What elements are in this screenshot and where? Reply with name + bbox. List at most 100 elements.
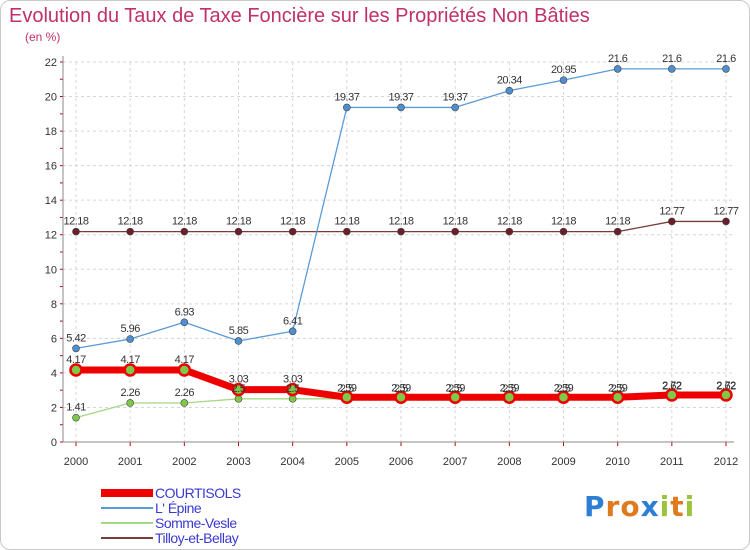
y-tick-label: 12 (45, 230, 57, 242)
data-label-l-epine: 19.37 (443, 91, 468, 103)
data-label-tilloy-et-bellay: 12.18 (172, 216, 197, 228)
data-label-tilloy-et-bellay: 12.18 (497, 216, 522, 228)
data-label-l-epine: 6.41 (283, 315, 303, 327)
data-label-l-epine: 21.6 (662, 53, 682, 65)
data-point-tilloy-et-bellay (126, 227, 134, 236)
y-tick-label: 14 (45, 195, 57, 207)
data-point-tilloy-et-bellay (288, 227, 297, 236)
data-point-tilloy-et-bellay (505, 227, 514, 236)
data-label-l-epine: 5.42 (66, 332, 86, 344)
data-point-somme-vesle (126, 399, 134, 407)
data-point-courtisols (448, 390, 462, 405)
data-label-somme-vesle: 2.5 (557, 383, 571, 395)
chart-title: Evolution du Taux de Taxe Foncière sur l… (9, 5, 590, 27)
x-tick-label: 2012 (714, 456, 738, 468)
y-tick-label: 22 (45, 57, 57, 69)
data-label-courtisols: 3.03 (283, 374, 303, 386)
data-label-somme-vesle: 2.26 (120, 387, 140, 399)
data-label-courtisols: 4.17 (66, 354, 86, 366)
data-point-somme-vesle (180, 399, 189, 407)
y-unit-label: (en %) (25, 30, 61, 44)
logo-letter: o (620, 490, 641, 523)
data-label-tilloy-et-bellay: 12.18 (605, 216, 630, 228)
data-point-l-epine (397, 103, 405, 112)
data-label-l-epine: 21.6 (608, 53, 628, 65)
data-label-somme-vesle: 2.5 (448, 383, 462, 395)
data-point-courtisols (285, 382, 300, 397)
data-point-l-epine (451, 103, 459, 112)
data-label-tilloy-et-bellay: 12.77 (713, 205, 738, 217)
x-tick-label: 2002 (172, 456, 196, 468)
logo-letter: i (659, 490, 671, 523)
line-chart: 0 2 4 6 8 10 12 14 16 18 20 22 2000 2001 2002 2003 2004 2… (45, 53, 740, 468)
legend-swatch (101, 522, 153, 524)
data-point-courtisols (610, 390, 625, 405)
logo-letter: r (605, 490, 621, 523)
data-label-l-epine: 20.95 (551, 64, 576, 76)
logo-letter: x (640, 490, 660, 523)
data-label-somme-vesle: 2.5 (502, 383, 516, 395)
data-label-tilloy-et-bellay: 12.18 (551, 216, 576, 228)
data-label-somme-vesle: 2.62 (662, 381, 682, 393)
data-label-courtisols: 2.59 (554, 382, 574, 394)
data-point-tilloy-et-bellay (397, 227, 405, 236)
data-point-courtisols (665, 388, 679, 402)
y-tick-label: 16 (45, 161, 57, 173)
data-point-tilloy-et-bellay (180, 227, 189, 236)
y-tick-label: 2 (51, 402, 57, 414)
x-tick-label: 2000 (64, 456, 88, 468)
data-label-courtisols: 2.72 (716, 380, 736, 392)
data-label-tilloy-et-bellay: 12.18 (118, 216, 143, 228)
data-point-tilloy-et-bellay (72, 227, 80, 236)
logo-letter: P (584, 490, 606, 523)
data-label-courtisols: 2.59 (500, 382, 520, 394)
data-label-l-epine: 19.37 (334, 91, 359, 103)
logo-letter: i (684, 490, 696, 523)
x-tick-label: 2006 (389, 456, 413, 468)
data-label-courtisols: 2.59 (391, 382, 411, 394)
data-label-courtisols: 4.17 (175, 354, 195, 366)
data-point-l-epine (180, 318, 189, 327)
legend-label: Tilloy-et-Bellay (155, 530, 239, 546)
data-point-tilloy-et-bellay (343, 227, 351, 236)
data-label-courtisols: 2.59 (337, 382, 357, 394)
data-point-l-epine (126, 335, 134, 343)
data-point-courtisols (502, 390, 517, 405)
data-point-l-epine (559, 76, 568, 84)
data-point-tilloy-et-bellay (722, 217, 730, 226)
legend-swatch (101, 507, 153, 509)
data-label-somme-vesle: 2.62 (716, 381, 736, 393)
data-point-courtisols (556, 390, 571, 405)
data-point-courtisols (69, 363, 83, 377)
x-tick-label: 2008 (497, 456, 521, 468)
y-tick-label: 6 (51, 333, 57, 345)
data-point-l-epine (288, 327, 297, 336)
logo-letter: t (670, 490, 685, 523)
data-point-tilloy-et-bellay (451, 227, 459, 236)
data-point-courtisols (719, 388, 733, 402)
data-label-courtisols: 3.03 (229, 374, 249, 386)
data-label-tilloy-et-bellay: 12.77 (659, 205, 684, 217)
y-tick-label: 18 (45, 126, 57, 138)
data-point-tilloy-et-bellay (613, 227, 622, 236)
data-point-tilloy-et-bellay (234, 227, 243, 236)
data-label-somme-vesle: 2.5 (611, 383, 625, 395)
data-label-courtisols: 2.59 (445, 382, 465, 394)
data-point-somme-vesle (72, 413, 80, 422)
data-label-tilloy-et-bellay: 12.18 (226, 216, 251, 228)
data-label-somme-vesle: 2.5 (286, 383, 300, 395)
data-label-somme-vesle: 1.41 (66, 402, 86, 414)
proxiti-logo: Proxiti (584, 490, 695, 523)
data-point-l-epine (668, 65, 676, 73)
data-label-courtisols: 2.72 (662, 380, 682, 392)
data-label-somme-vesle: 2.5 (232, 383, 246, 395)
data-point-courtisols (231, 382, 246, 397)
data-point-tilloy-et-bellay (668, 217, 676, 226)
data-point-l-epine (343, 103, 351, 112)
x-tick-label: 2009 (551, 456, 575, 468)
data-point-l-epine (72, 344, 80, 353)
data-label-l-epine: 20.34 (497, 75, 522, 87)
data-point-courtisols (394, 390, 408, 405)
data-label-l-epine: 21.6 (716, 53, 736, 65)
